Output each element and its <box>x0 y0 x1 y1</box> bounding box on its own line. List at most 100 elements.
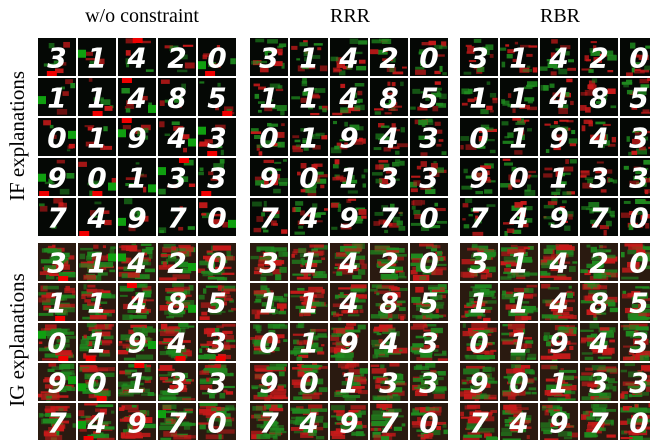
marker <box>118 129 126 137</box>
digit: 3 <box>207 162 226 195</box>
attribution <box>199 81 204 83</box>
attribution <box>570 159 577 163</box>
attribution <box>440 66 443 72</box>
digit: 1 <box>87 122 106 155</box>
attribution <box>613 386 617 392</box>
attribution <box>331 203 339 208</box>
digit: 1 <box>549 162 568 195</box>
digit: 8 <box>589 287 608 320</box>
attribution <box>528 171 536 173</box>
attribution <box>230 58 235 64</box>
attribution <box>199 202 207 208</box>
attribution <box>358 209 366 215</box>
attribution <box>83 284 86 289</box>
attribution <box>321 344 324 346</box>
digit: 1 <box>259 82 278 115</box>
digit: 3 <box>419 367 438 400</box>
attribution <box>611 273 618 278</box>
attribution <box>411 188 418 192</box>
digit: 3 <box>629 327 648 360</box>
digit: 7 <box>167 202 187 235</box>
digit: 3 <box>379 162 398 195</box>
row-label: IG explanations <box>5 273 29 407</box>
attribution <box>203 288 206 293</box>
digit: 9 <box>127 407 146 440</box>
digit: 3 <box>469 42 488 75</box>
attribution <box>569 266 576 272</box>
attribution <box>322 108 326 112</box>
attribution <box>65 336 75 339</box>
attribution <box>621 370 627 373</box>
digit: 9 <box>127 327 146 360</box>
attribution <box>608 348 615 354</box>
digit: 0 <box>87 162 106 195</box>
attribution <box>412 206 416 210</box>
attribution <box>199 295 205 300</box>
attribution <box>442 72 447 75</box>
attribution <box>463 203 469 207</box>
digit: 1 <box>47 82 66 115</box>
attribution <box>502 121 509 125</box>
attribution <box>279 43 286 47</box>
attribution <box>490 150 496 153</box>
attribution <box>490 93 496 98</box>
attribution <box>609 340 615 343</box>
attribution <box>361 175 365 179</box>
digit: 3 <box>259 247 278 280</box>
digit: 0 <box>207 202 226 235</box>
attribution <box>78 410 84 416</box>
digit: 1 <box>47 287 66 320</box>
digit: 3 <box>47 42 66 75</box>
attribution <box>400 161 405 166</box>
attribution <box>400 316 404 321</box>
attribution <box>292 207 295 212</box>
digit: 3 <box>629 122 648 155</box>
digit: 0 <box>47 122 66 155</box>
attribution <box>462 103 468 106</box>
attribution <box>320 185 324 189</box>
digit: 4 <box>548 247 568 280</box>
digit: 4 <box>126 42 146 75</box>
attribution <box>512 118 521 121</box>
attribution <box>279 267 286 273</box>
marker <box>78 383 86 391</box>
attribution <box>319 387 328 392</box>
attribution <box>281 229 287 233</box>
digit: 0 <box>509 367 528 400</box>
attribution <box>159 121 164 127</box>
attribution <box>568 59 574 62</box>
digit: 2 <box>379 247 398 280</box>
attribution <box>620 421 627 425</box>
attribution <box>569 138 578 143</box>
attribution <box>490 110 494 112</box>
digit: 0 <box>419 202 438 235</box>
column-header: RBR <box>540 5 581 27</box>
digit: 1 <box>87 42 106 75</box>
digit: 9 <box>47 162 66 195</box>
marker <box>188 305 196 313</box>
digit: 1 <box>509 327 528 360</box>
attribution <box>331 57 339 62</box>
digit: 1 <box>509 287 528 320</box>
attribution <box>292 135 299 138</box>
digit: 1 <box>299 82 318 115</box>
attribution <box>611 215 615 218</box>
digit: 1 <box>339 367 358 400</box>
digit: 7 <box>469 202 489 235</box>
digit: 2 <box>379 42 398 75</box>
digit: 4 <box>298 407 318 440</box>
digit: 1 <box>127 367 146 400</box>
marker <box>118 218 126 226</box>
digit: 0 <box>47 327 66 360</box>
digit: 8 <box>167 82 186 115</box>
attribution <box>199 424 205 430</box>
digit: 3 <box>419 162 438 195</box>
digit: 2 <box>589 247 608 280</box>
attribution <box>607 55 617 60</box>
digit: 4 <box>508 407 528 440</box>
attribution <box>110 249 115 254</box>
attribution <box>571 130 575 134</box>
attribution <box>146 247 154 250</box>
digit: 0 <box>419 407 438 440</box>
attribution <box>502 291 506 296</box>
